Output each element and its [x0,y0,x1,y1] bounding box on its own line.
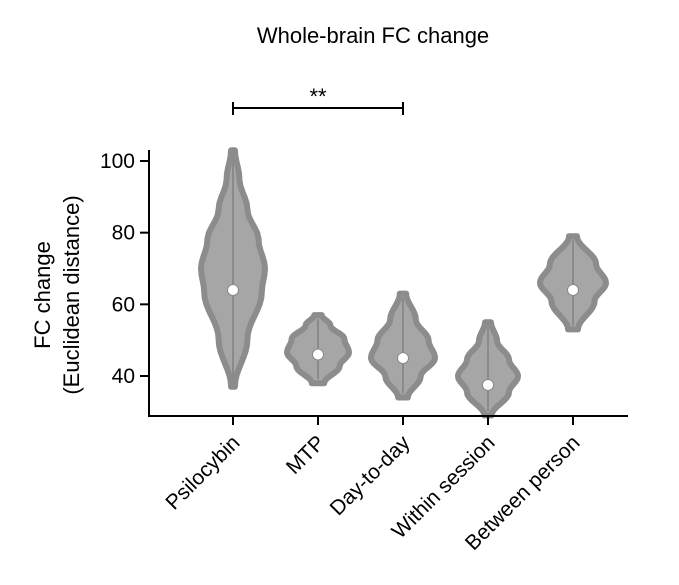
median-marker [312,348,324,361]
y-axis-label-line1: FC change [30,241,55,349]
y-tick-label: 60 [112,293,135,316]
x-tick-label: Day-to-day [326,431,415,520]
median-marker [567,284,579,296]
y-axis-title: FC change (Euclidean distance) [30,195,84,394]
y-tick-label: 100 [100,150,135,173]
y-axis-label-line2: (Euclidean distance) [59,195,84,394]
y-tick-label: 80 [112,222,135,245]
y-ticks: 40 60 80 100 [100,150,149,388]
chart-title: Whole-brain FC change [257,23,489,48]
median-marker [227,284,239,296]
x-tick-label: Psilocybin [161,431,244,514]
x-tick-label: MTP [282,431,330,479]
significance-stars: ** [309,84,327,109]
median-marker [397,352,409,365]
y-tick-label: 40 [112,365,135,388]
violins-layer [198,147,609,419]
significance-bracket: ** [232,84,404,115]
median-marker [482,378,494,391]
